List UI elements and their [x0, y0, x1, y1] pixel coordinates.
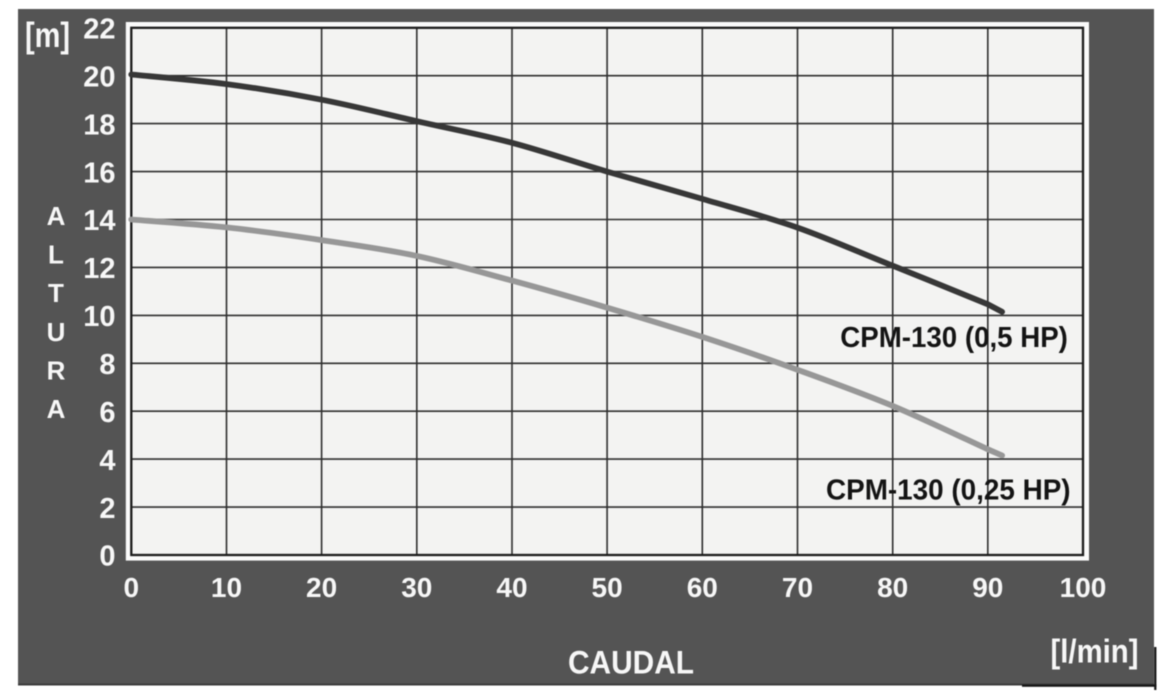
svg-text:6: 6 — [99, 397, 115, 429]
svg-text:70: 70 — [782, 572, 813, 603]
svg-text:4: 4 — [99, 445, 115, 477]
svg-text:[l/min]: [l/min] — [1051, 632, 1139, 669]
svg-text:CPM-130 (0,5 HP): CPM-130 (0,5 HP) — [840, 322, 1068, 354]
svg-text:18: 18 — [83, 109, 115, 141]
svg-text:0: 0 — [99, 541, 115, 573]
svg-text:60: 60 — [687, 572, 718, 603]
svg-text:22: 22 — [83, 14, 115, 46]
svg-text:12: 12 — [83, 253, 115, 285]
svg-text:20: 20 — [306, 572, 337, 603]
svg-text:U: U — [47, 317, 66, 347]
svg-text:50: 50 — [592, 572, 623, 603]
svg-text:100: 100 — [1060, 572, 1107, 603]
svg-text:2: 2 — [99, 493, 115, 525]
svg-text:R: R — [47, 355, 66, 385]
svg-text:0: 0 — [124, 572, 140, 603]
svg-text:20: 20 — [83, 61, 115, 93]
svg-text:40: 40 — [496, 572, 527, 603]
svg-text:90: 90 — [972, 572, 1003, 603]
svg-text:10: 10 — [83, 301, 115, 333]
svg-text:[m]: [m] — [25, 16, 70, 55]
svg-text:10: 10 — [211, 572, 242, 603]
svg-text:80: 80 — [877, 572, 908, 603]
svg-text:30: 30 — [401, 572, 432, 603]
svg-text:T: T — [48, 278, 64, 308]
svg-text:L: L — [48, 240, 64, 270]
svg-text:16: 16 — [83, 157, 115, 189]
svg-text:8: 8 — [99, 349, 115, 381]
svg-text:CPM-130 (0,25 HP): CPM-130 (0,25 HP) — [826, 475, 1071, 507]
svg-text:A: A — [47, 201, 66, 231]
svg-text:A: A — [47, 394, 66, 424]
svg-text:14: 14 — [83, 205, 115, 237]
svg-text:CAUDAL: CAUDAL — [568, 644, 694, 680]
